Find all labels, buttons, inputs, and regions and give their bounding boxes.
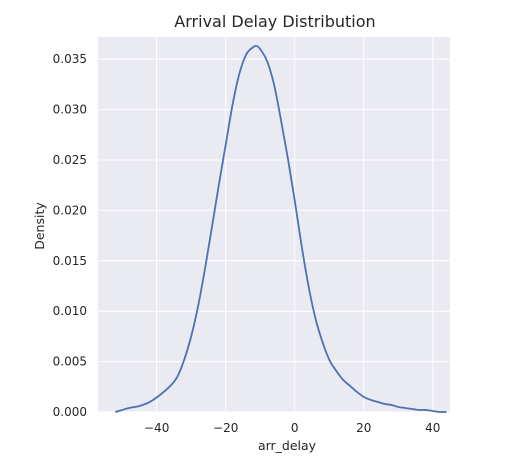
grid xyxy=(98,37,450,413)
x-tick-label: 40 xyxy=(425,421,440,435)
series-layer xyxy=(114,44,447,413)
y-axis-ticks: 0.000 0.005 0.010 0.015 0.020 0.025 0.030 0.035 xyxy=(53,52,87,419)
y-tick-label: 0.035 xyxy=(53,52,87,66)
y-tick-label: 0.010 xyxy=(53,304,87,318)
x-tick-label: −40 xyxy=(144,421,169,435)
plot-area xyxy=(98,37,450,412)
x-tick-label: 20 xyxy=(356,421,371,435)
y-tick-label: 0.005 xyxy=(53,355,87,369)
y-tick-label: 0.020 xyxy=(53,203,87,217)
y-tick-label: 0.015 xyxy=(53,254,87,268)
x-tick-label: −20 xyxy=(213,421,238,435)
x-axis-label: arr_delay xyxy=(258,438,317,453)
chart-title: Arrival Delay Distribution xyxy=(174,12,375,31)
y-tick-label: 0.025 xyxy=(53,153,87,167)
y-axis-label: Density xyxy=(32,202,47,250)
y-tick-label: 0.030 xyxy=(53,103,87,117)
y-tick-label: 0.000 xyxy=(53,405,87,419)
x-axis-ticks: −40 −20 0 20 40 xyxy=(144,421,440,435)
density-line xyxy=(114,44,447,413)
x-tick-label: 0 xyxy=(291,421,299,435)
